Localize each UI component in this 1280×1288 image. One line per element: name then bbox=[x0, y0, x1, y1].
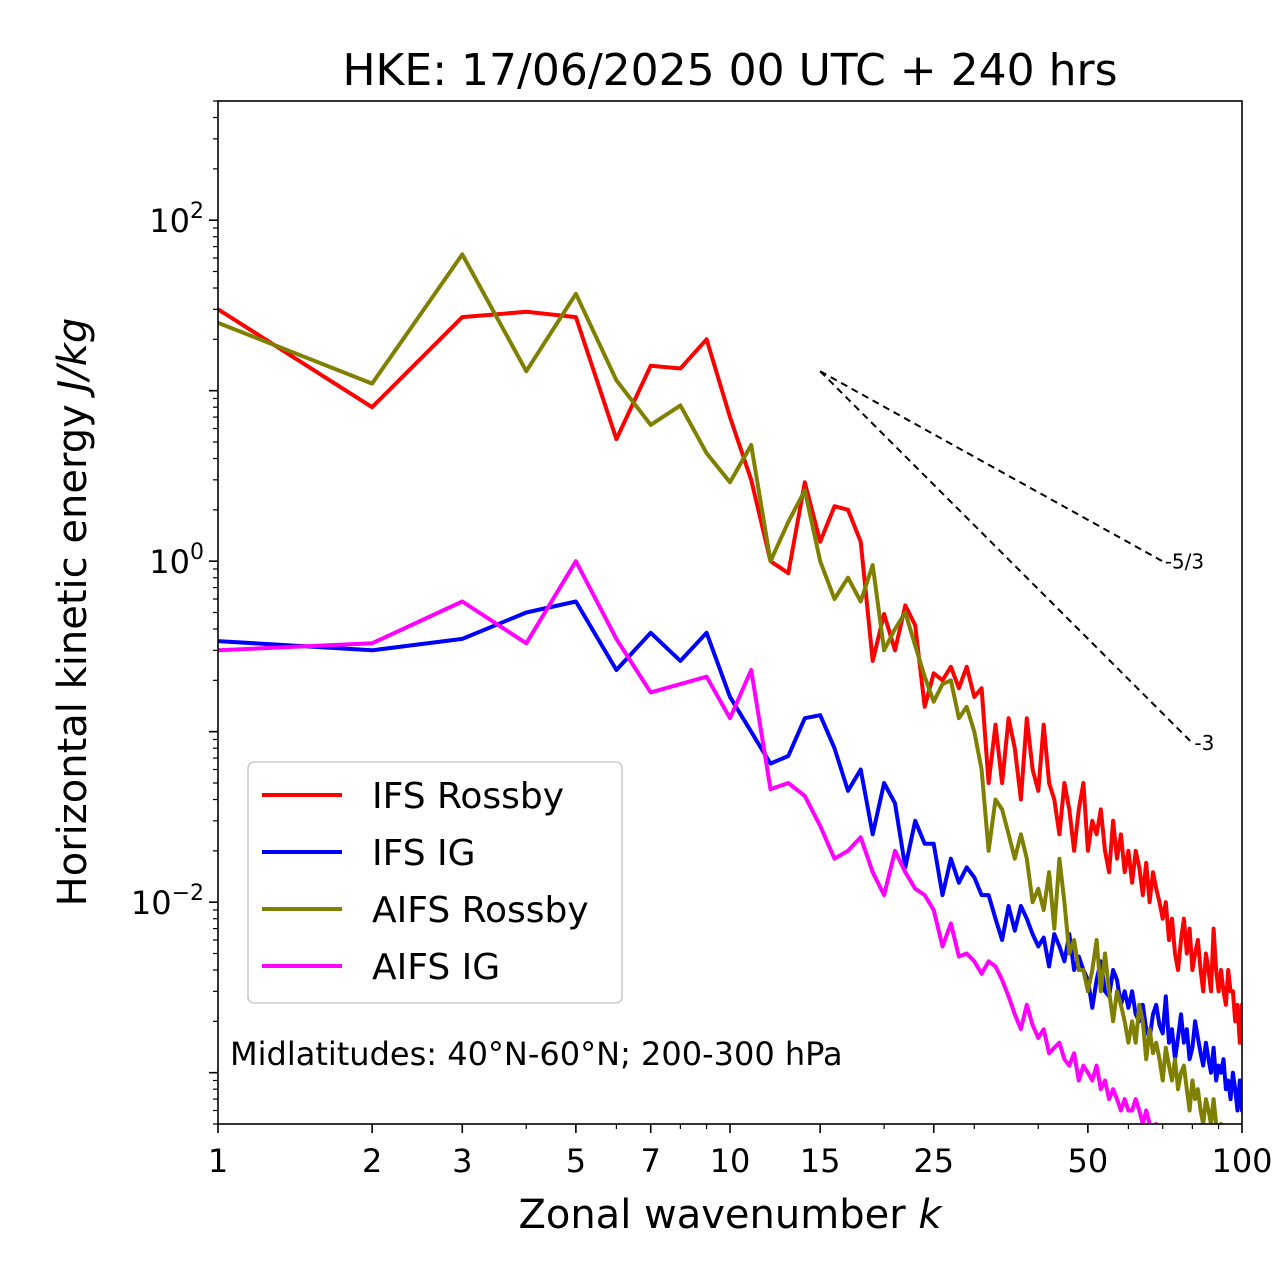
y-axis-label-unit: J/kg bbox=[50, 318, 96, 399]
reference-slope-line-3 bbox=[819, 370, 1194, 744]
series-layer bbox=[218, 252, 1242, 1124]
legend-box bbox=[247, 761, 623, 1004]
legend-label-aifs-rossby: AIFS Rossby bbox=[372, 890, 589, 931]
x-tick-label: 5 bbox=[566, 1142, 586, 1180]
x-axis-label-variable: k bbox=[918, 1192, 943, 1238]
y-axis-ticks: 102 100 10−2 bbox=[131, 100, 218, 1125]
y-axis-label: Horizontal kinetic energy J/kg bbox=[50, 318, 96, 907]
x-tick-label: 3 bbox=[452, 1142, 472, 1180]
series-line-ifs-rossby bbox=[218, 307, 1242, 1045]
region-annotation: Midlatitudes: 40°N-60°N; 200-300 hPa bbox=[230, 1035, 843, 1073]
legend-label-ifs-ig: IFS IG bbox=[372, 833, 476, 874]
x-tick-label: 100 bbox=[1211, 1142, 1272, 1180]
y-tick-label: 100 bbox=[149, 540, 204, 581]
x-tick-label: 1 bbox=[208, 1142, 228, 1180]
x-axis-label: Zonal wavenumber k bbox=[518, 1192, 943, 1238]
x-tick-label: 2 bbox=[362, 1142, 382, 1180]
legend-label-aifs-ig: AIFS IG bbox=[372, 947, 500, 988]
x-axis-label-text: Zonal wavenumber bbox=[518, 1192, 906, 1238]
x-tick-label: 15 bbox=[800, 1142, 841, 1180]
series-line-aifs-ig bbox=[218, 559, 1159, 1124]
x-axis-ticks: 1 2 3 5 7 10 15 25 50 100 bbox=[208, 1124, 1273, 1180]
series-line-ifs-ig bbox=[218, 599, 1242, 1113]
y-tick-label: 10−2 bbox=[131, 881, 204, 922]
x-tick-label: 10 bbox=[710, 1142, 751, 1180]
legend: IFS Rossby IFS IG AIFS Rossby AIFS IG bbox=[247, 761, 623, 1004]
chart-title: HKE: 17/06/2025 00 UTC + 240 hrs bbox=[342, 45, 1117, 96]
reference-slope-label-3: -3 bbox=[1194, 731, 1214, 755]
reference-slope-line-5-3 bbox=[819, 370, 1164, 563]
y-tick-label: 102 bbox=[149, 199, 204, 240]
x-tick-label: 25 bbox=[913, 1142, 954, 1180]
series-line-aifs-rossby bbox=[218, 252, 1224, 1124]
reference-slope-layer: -5/3 -3 bbox=[819, 370, 1214, 755]
legend-label-ifs-rossby: IFS Rossby bbox=[372, 776, 564, 817]
reference-slope-label-5-3: -5/3 bbox=[1165, 549, 1204, 573]
y-axis-label-text: Horizontal kinetic energy bbox=[50, 404, 96, 906]
x-tick-label: 7 bbox=[641, 1142, 661, 1180]
x-tick-label: 50 bbox=[1068, 1142, 1109, 1180]
